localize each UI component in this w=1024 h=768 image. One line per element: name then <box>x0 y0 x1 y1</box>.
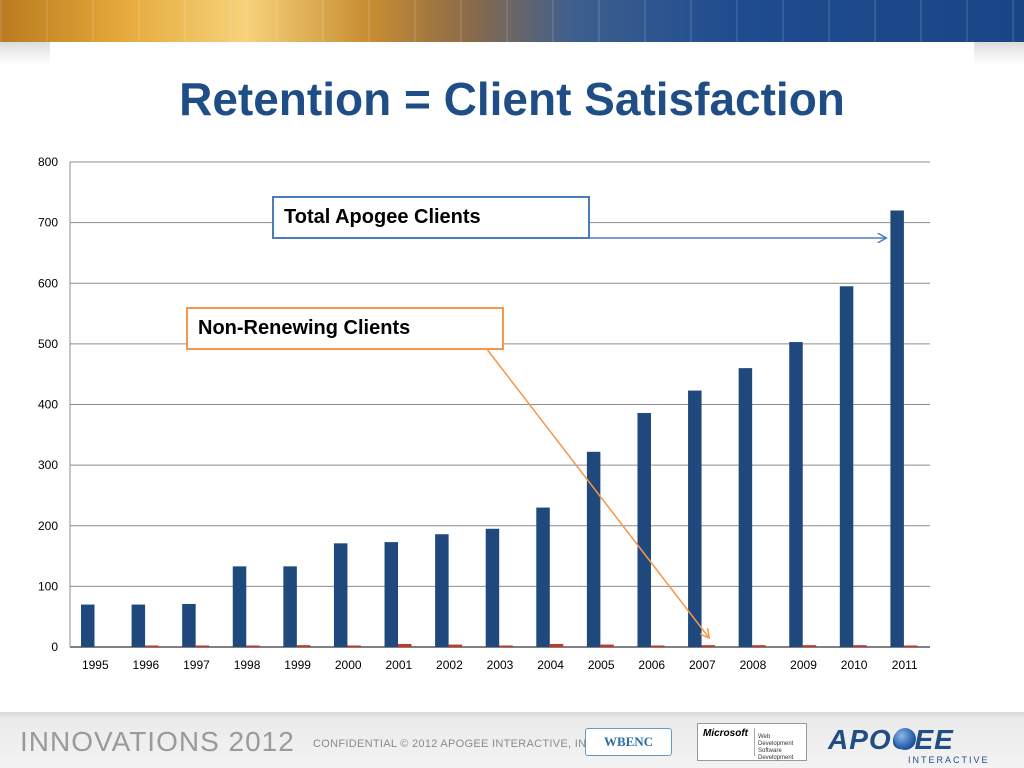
bar-nonrenewing-clients <box>448 644 463 647</box>
globe-icon <box>894 728 916 750</box>
y-tick-label: 100 <box>38 579 58 593</box>
bar-nonrenewing-clients <box>549 643 564 647</box>
microsoft-badge-subtext: Web Development Software Development <box>758 734 794 761</box>
x-tick-label: 2009 <box>790 658 817 672</box>
bar-total-clients <box>738 368 753 647</box>
y-tick-label: 800 <box>38 155 58 169</box>
x-tick-label: 2003 <box>487 658 514 672</box>
y-tick-label: 300 <box>38 458 58 472</box>
x-tick-label: 2004 <box>537 658 564 672</box>
bar-nonrenewing-clients <box>499 645 513 647</box>
bar-total-clients <box>485 528 500 647</box>
y-tick-label: 600 <box>38 276 58 290</box>
callout-arrow-nonrenewing <box>485 347 709 637</box>
bar-nonrenewing-clients <box>195 645 210 647</box>
y-tick-label: 0 <box>51 640 58 654</box>
bar-total-clients <box>81 604 95 647</box>
footer: INNOVATIONS 2012 CONFIDENTIAL © 2012 APO… <box>0 712 1024 768</box>
bar-total-clients <box>131 604 146 647</box>
bar-nonrenewing-clients <box>802 645 817 647</box>
callout-nonrenewing-clients: Non-Renewing Clients <box>186 307 504 350</box>
apogee-logo: APOGEE INTERACTIVE <box>828 724 998 766</box>
bar-total-clients <box>536 507 550 647</box>
footer-brand: INNOVATIONS 2012 <box>20 726 295 757</box>
microsoft-badge-brand: Microsoft <box>703 728 748 739</box>
bar-total-clients <box>789 342 803 647</box>
y-tick-label: 700 <box>38 216 58 230</box>
top-banner <box>0 0 1024 42</box>
x-tick-label: 1996 <box>133 658 160 672</box>
x-tick-label: 2007 <box>689 658 716 672</box>
bar-total-clients <box>839 286 854 647</box>
bar-nonrenewing-clients <box>398 643 412 647</box>
bar-nonrenewing-clients <box>903 645 918 647</box>
microsoft-partner-badge: Microsoft Web Development Software Devel… <box>697 723 807 761</box>
bar-total-clients <box>384 542 399 647</box>
y-tick-label: 500 <box>38 337 58 351</box>
callout-total-clients: Total Apogee Clients <box>272 196 590 239</box>
x-tick-label: 1999 <box>284 658 311 672</box>
x-tick-label: 2000 <box>335 658 362 672</box>
x-tick-label: 2011 <box>892 658 918 672</box>
x-tick-label: 2010 <box>841 658 868 672</box>
logo-subtext: INTERACTIVE <box>908 755 990 765</box>
bar-total-clients <box>333 543 348 647</box>
x-tick-label: 1997 <box>183 658 210 672</box>
x-tick-label: 2006 <box>638 658 665 672</box>
x-tick-label: 2001 <box>385 658 412 672</box>
x-tick-label: 1998 <box>234 658 261 672</box>
bar-nonrenewing-clients <box>650 645 665 647</box>
bar-total-clients <box>688 390 702 647</box>
footer-confidential: CONFIDENTIAL © 2012 APOGEE INTERACTIVE, … <box>313 738 598 750</box>
x-tick-label: 1995 <box>82 658 109 672</box>
bar-nonrenewing-clients <box>246 645 260 647</box>
slide-title: Retention = Client Satisfaction <box>179 73 845 125</box>
bar-nonrenewing-clients <box>701 645 716 647</box>
logo-wordmark: APOGEE <box>828 724 954 755</box>
bar-nonrenewing-clients <box>145 645 159 647</box>
bar-nonrenewing-clients <box>347 645 361 647</box>
y-tick-label: 200 <box>38 519 58 533</box>
wbenc-badge: WBENC <box>585 728 672 756</box>
bar-total-clients <box>637 412 651 647</box>
bar-total-clients <box>283 566 297 647</box>
bar-total-clients <box>435 534 449 647</box>
bar-total-clients <box>586 451 601 647</box>
content-card <box>50 42 974 710</box>
x-tick-label: 2005 <box>588 658 615 672</box>
bar-nonrenewing-clients <box>853 645 867 647</box>
x-tick-label: 2008 <box>740 658 767 672</box>
bar-total-clients <box>890 210 904 647</box>
bar-total-clients <box>232 566 247 647</box>
bar-nonrenewing-clients <box>752 645 766 647</box>
y-tick-label: 400 <box>38 398 58 412</box>
bar-total-clients <box>182 603 196 647</box>
bar-nonrenewing-clients <box>296 645 311 647</box>
bar-nonrenewing-clients <box>600 644 614 647</box>
x-tick-label: 2002 <box>436 658 463 672</box>
